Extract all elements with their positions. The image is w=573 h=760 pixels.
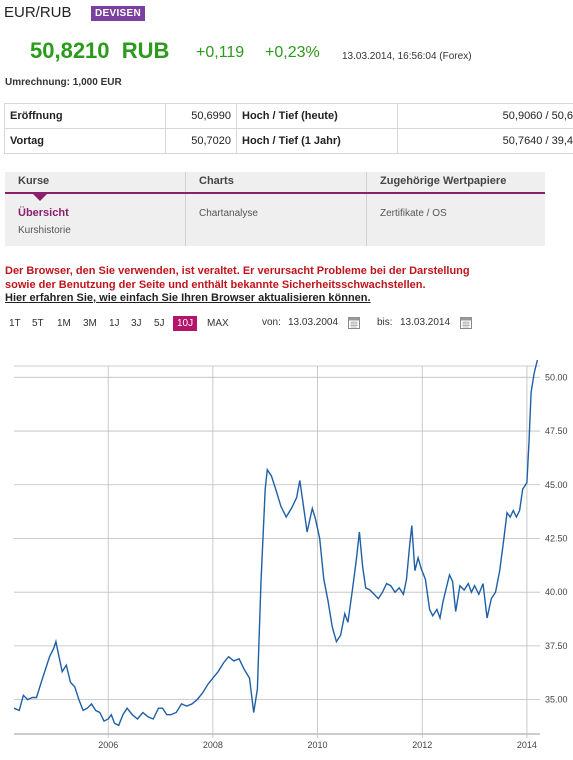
current-price: 50,8210 RUB xyxy=(30,38,170,63)
stat-label: Hoch / Tief (heute) xyxy=(236,103,398,129)
warning-line: Der Browser, den Sie verwenden, ist vera… xyxy=(5,265,470,277)
browser-warning: Der Browser, den Sie verwenden, ist vera… xyxy=(5,264,470,292)
range-5J[interactable]: 5J xyxy=(154,318,165,329)
navigation-tabs xyxy=(5,172,545,246)
stat-value: 50,7640 / 39,4 xyxy=(397,128,573,154)
date-to-value[interactable]: 13.03.2014 xyxy=(400,317,451,328)
tab-divider xyxy=(185,172,186,246)
y-tick-label: 37.50 xyxy=(545,641,568,651)
y-tick-label: 47.50 xyxy=(545,426,568,436)
y-tick-label: 50.00 xyxy=(545,372,568,382)
y-tick-label: 40.00 xyxy=(545,587,568,597)
asset-class-badge: DEVISEN xyxy=(91,6,146,21)
x-axis-labels: 2006 2008 2010 2012 2014 xyxy=(98,740,537,750)
tab-charts[interactable]: Charts xyxy=(199,175,234,187)
change-percent: +0,23% xyxy=(265,44,320,61)
date-from-value[interactable]: 13.03.2004 xyxy=(288,317,339,328)
browser-update-link[interactable]: Hier erfahren Sie, wie einfach Sie Ihren… xyxy=(5,292,371,304)
range-1M[interactable]: 1M xyxy=(57,318,71,329)
chart-grid xyxy=(14,365,540,738)
quote-timestamp: 13.03.2014, 16:56:04 (Forex) xyxy=(342,51,472,62)
x-tick-label: 2006 xyxy=(98,740,118,750)
x-tick-label: 2008 xyxy=(203,740,223,750)
price-line xyxy=(13,359,539,727)
tab-underline xyxy=(5,192,545,194)
tab-zugehoerige-wertpapiere[interactable]: Zugehörige Wertpapiere xyxy=(380,175,507,187)
warning-line: sowie der Benutzung der Seite und enthäl… xyxy=(5,279,426,291)
y-tick-label: 45.00 xyxy=(545,480,568,490)
conversion-info: Umrechnung: 1,000 EUR xyxy=(5,77,122,88)
y-tick-label: 42.50 xyxy=(545,533,568,543)
subnav-zertifikate-os[interactable]: Zertifikate / OS xyxy=(380,208,447,219)
date-from-label: von: xyxy=(262,317,281,328)
table-row: Eröffnung 50,6990 Hoch / Tief (heute) 50… xyxy=(4,103,573,129)
price-chart[interactable]: 35.00 37.50 40.00 42.50 45.00 47.50 50.00 2006… xyxy=(0,342,573,760)
stat-label: Vortag xyxy=(4,128,166,154)
range-1J[interactable]: 1J xyxy=(109,318,120,329)
range-1T[interactable]: 1T xyxy=(9,318,21,329)
x-tick-label: 2010 xyxy=(308,740,328,750)
stat-value: 50,7020 xyxy=(165,128,237,154)
tab-divider xyxy=(366,172,367,246)
x-tick-label: 2014 xyxy=(517,740,537,750)
y-tick-label: 35.00 xyxy=(545,695,568,705)
subnav-uebersicht[interactable]: Übersicht xyxy=(18,207,69,219)
range-MAX[interactable]: MAX xyxy=(207,318,229,329)
subnav-chartanalyse[interactable]: Chartanalyse xyxy=(199,208,258,219)
range-5T[interactable]: 5T xyxy=(32,318,44,329)
range-3J[interactable]: 3J xyxy=(131,318,142,329)
subnav-kurshistorie[interactable]: Kurshistorie xyxy=(18,225,71,236)
tab-kurse[interactable]: Kurse xyxy=(18,175,50,187)
calendar-icon[interactable] xyxy=(348,317,360,329)
date-to-label: bis: xyxy=(377,317,393,328)
x-tick-label: 2012 xyxy=(412,740,432,750)
stat-value: 50,9060 / 50,6 xyxy=(397,103,573,129)
stat-label: Eröffnung xyxy=(4,103,166,129)
range-10J[interactable]: 10J xyxy=(173,316,198,331)
calendar-icon[interactable] xyxy=(460,317,472,329)
instrument-title: EUR/RUB xyxy=(4,4,72,21)
change-absolute: +0,119 xyxy=(196,44,245,61)
table-row: Vortag 50,7020 Hoch / Tief (1 Jahr) 50,7… xyxy=(4,128,573,154)
stat-value: 50,6990 xyxy=(165,103,237,129)
active-tab-caret-icon xyxy=(32,193,48,201)
quote-stats-table: Eröffnung 50,6990 Hoch / Tief (heute) 50… xyxy=(4,103,573,154)
range-3M[interactable]: 3M xyxy=(83,318,97,329)
stat-label: Hoch / Tief (1 Jahr) xyxy=(236,128,398,154)
y-axis-labels: 35.00 37.50 40.00 42.50 45.00 47.50 50.00 xyxy=(545,372,568,704)
